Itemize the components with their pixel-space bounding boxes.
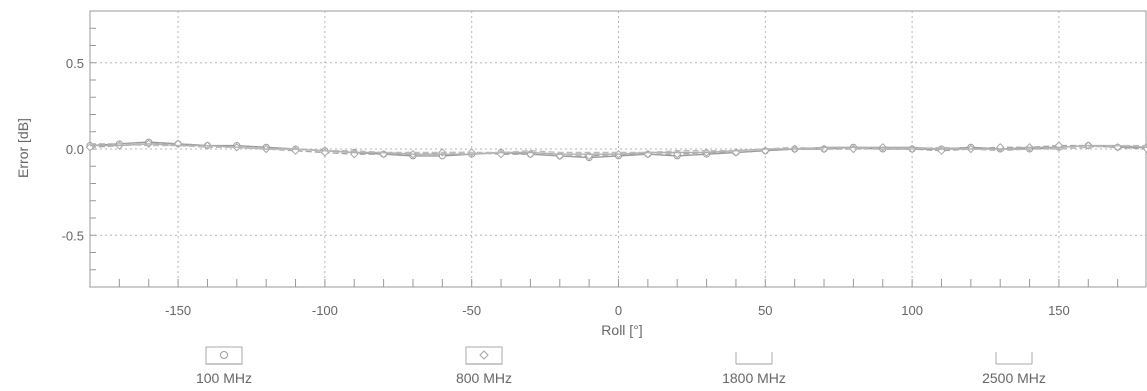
- x-axis-ticks: -150 -100 -50 0 50 100 150: [165, 303, 1070, 318]
- y-tick-label: 0.0: [66, 142, 84, 157]
- series-layer: [85, 138, 1147, 162]
- legend-label: 800 MHz: [456, 370, 512, 386]
- legend-item: 100 MHz: [196, 346, 252, 386]
- series-line: [90, 143, 1147, 154]
- y-tick-label: -0.5: [62, 228, 84, 243]
- legend-item: 2500 MHz: [982, 352, 1046, 386]
- x-axis-label: Roll [°]: [601, 322, 642, 338]
- legend-label: 1800 MHz: [722, 370, 786, 386]
- legend: 100 MHz 800 MHz 1800 MHz 2500 MHz: [196, 346, 1046, 386]
- legend-marker: [479, 350, 489, 360]
- legend-label: 2500 MHz: [982, 370, 1046, 386]
- legend-swatch-box: [465, 346, 503, 365]
- y-tick-label: 0.5: [66, 56, 84, 71]
- legend-marker: [220, 351, 228, 359]
- x-tick-label: -50: [462, 303, 481, 318]
- legend-item: 800 MHz: [456, 346, 512, 386]
- x-tick-label: -150: [165, 303, 191, 318]
- x-tick-label: 50: [758, 303, 772, 318]
- x-tick-label: 0: [615, 303, 622, 318]
- x-tick-label: -100: [312, 303, 338, 318]
- x-tick-label: 150: [1048, 303, 1070, 318]
- minor-ticks: [90, 27, 1119, 287]
- y-axis-ticks: 0.5 0.0 -0.5: [62, 56, 84, 244]
- x-tick-label: 100: [901, 303, 923, 318]
- legend-item: 1800 MHz: [722, 352, 786, 386]
- y-axis-label: Error [dB]: [15, 118, 31, 178]
- legend-label: 100 MHz: [196, 370, 252, 386]
- legend-swatch-box: [205, 346, 243, 365]
